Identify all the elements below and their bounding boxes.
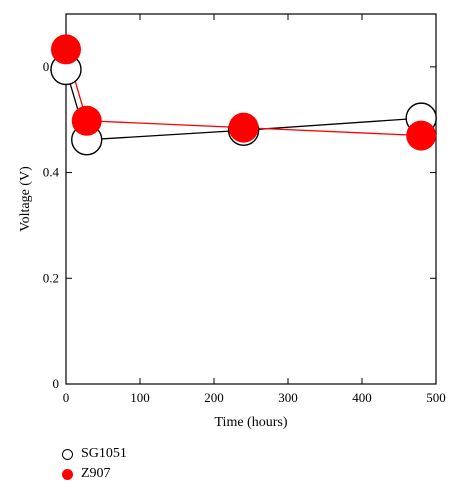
legend-item-sg1051: SG1051 [62,444,127,464]
filled-circle-icon [62,468,73,480]
open-circle-icon [62,448,73,460]
x-axis: 0 100 200 300 400 500 [63,14,446,405]
x-tick-label: 300 [278,390,298,405]
y-axis-title: Voltage (V) [18,166,33,232]
data-point-z907 [51,34,81,65]
legend: SG1051 Z907 [62,444,127,484]
data-point-z907 [71,105,102,136]
series-lines [65,49,422,141]
series-line-z907 [65,49,422,137]
x-tick-label: 100 [130,390,150,405]
series-points [50,34,437,156]
plot-frame [65,13,437,385]
series-line-sg1051 [65,69,422,141]
data-point-z907 [228,112,259,143]
x-tick-label: 400 [352,390,372,405]
data-point-z907 [406,120,437,151]
x-axis-title: Time (hours) [215,415,288,430]
y-tick-label: 0.4 [43,165,60,180]
legend-label-sg1051: SG1051 [81,446,127,461]
x-tick-label: 500 [426,390,446,405]
y-tick-label: 0 [53,376,60,391]
legend-item-z907: Z907 [62,464,127,484]
y-axis: 00.20.40.6 [43,59,436,391]
y-tick-label: 0.2 [43,270,59,285]
x-tick-label: 200 [204,390,224,405]
x-tick-label: 0 [63,390,70,405]
legend-label-z907: Z907 [81,466,111,481]
